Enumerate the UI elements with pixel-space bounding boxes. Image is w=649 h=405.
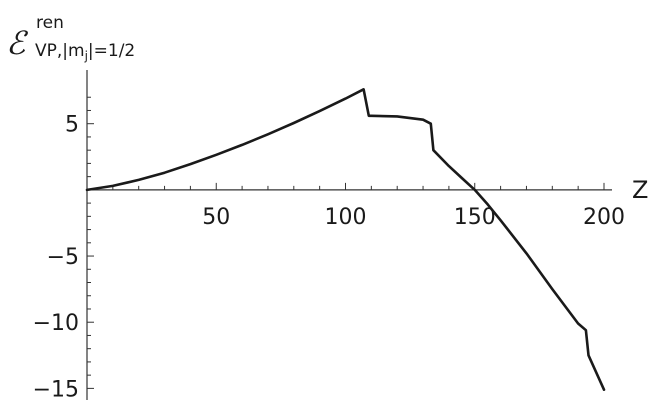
- y-axis-label-subscript-inner: j: [84, 49, 88, 63]
- tick-labels: 50 100 150 200 −15 −10 −5 5: [33, 113, 625, 403]
- x-tick-label: 100: [325, 205, 367, 230]
- y-tick-label: −15: [33, 377, 79, 402]
- x-axis-title: Z: [632, 176, 648, 204]
- y-axis-label-subscript: VP,|mj|=1/2: [35, 41, 135, 63]
- x-tick-label: 150: [454, 205, 496, 230]
- y-tick-label: −5: [47, 245, 79, 270]
- x-tick-label: 50: [202, 205, 230, 230]
- y-axis-label-subscript-base: VP,|m: [35, 41, 85, 61]
- y-tick-label: −10: [33, 311, 79, 336]
- y-tick-label: 5: [65, 113, 79, 138]
- y-axis-label-main: ℰ: [6, 24, 29, 62]
- series-group: [85, 88, 606, 391]
- series-line: [85, 88, 606, 391]
- y-axis-label-superscript: ren: [36, 13, 64, 33]
- x-tick-label: 200: [583, 205, 625, 230]
- y-axis-label-subscript-tail: |=1/2: [88, 41, 135, 61]
- y-axis-label: ℰ ren VP,|mj|=1/2: [6, 13, 135, 63]
- axes: [86, 70, 612, 400]
- ticks: [87, 96, 605, 389]
